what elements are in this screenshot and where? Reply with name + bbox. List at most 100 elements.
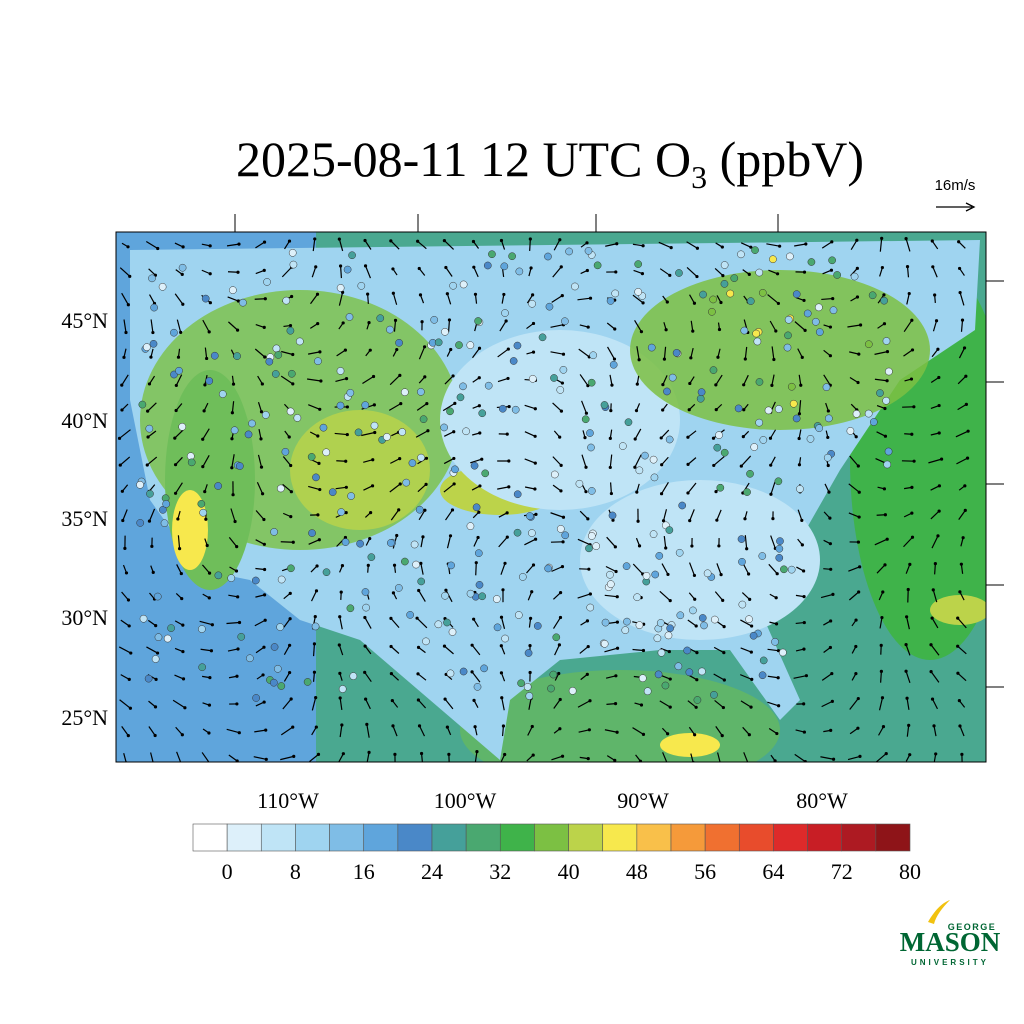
station [771,637,779,646]
wind-arrow-head [209,649,214,653]
station [441,591,449,600]
station [248,419,256,428]
wind-arrow [849,698,859,710]
station [586,603,595,612]
station [434,338,443,347]
wind-arrow-head [584,465,588,469]
wind-arrow [928,458,942,464]
wind-arrow-head [857,352,861,356]
station [406,611,414,619]
wind-arrow-head [344,485,348,489]
wind-arrow-head [127,624,131,628]
wind-arrow-head [174,408,178,413]
wind-arrow-head [716,355,720,359]
wind-arrow [148,294,156,304]
wind-arrow [744,346,748,360]
wind-arrow-head [366,563,370,567]
station [784,315,793,324]
station [685,668,694,677]
station [885,367,893,376]
wind-arrow-head [473,725,477,729]
wind-arrow-head [775,731,779,736]
station [587,532,596,540]
wind-arrow [716,563,722,575]
wind-arrow [847,324,861,328]
wind-arrow [283,672,291,682]
wind-arrow-head [799,383,803,387]
station [759,436,768,444]
wind-arrow-head [262,268,266,273]
station [239,298,247,307]
wind-arrow-head [147,382,152,386]
wind-arrow [338,292,344,306]
wind-arrow-head [666,572,670,577]
wind-arrow-head [416,239,420,243]
wind-arrow-head [958,724,962,728]
station [470,461,479,470]
station [466,522,475,531]
wind-arrow-head [714,490,718,494]
colorbar-label: 24 [421,859,443,884]
wind-arrow [609,374,613,386]
wind-arrow [416,617,428,629]
wind-arrow-head [399,402,403,406]
station [586,429,594,437]
wind-arrow-head [720,245,724,249]
wind-arrow [930,485,940,491]
station [710,615,719,624]
wind-arrow [957,375,967,385]
wind-arrow [417,673,427,681]
station [509,357,518,365]
wind-arrow [957,617,967,629]
wind-arrow-head [389,644,393,649]
wind-arrow [280,726,294,736]
wind-arrow-head [147,519,152,523]
wind-arrow-head [797,412,802,416]
wind-arrow [500,617,506,629]
wind-arrow [632,294,644,304]
wind-arrow-head [126,598,131,602]
wind-arrow-head [748,597,752,601]
wind-arrow [497,377,509,383]
station [138,400,147,409]
station [545,302,554,311]
wind-arrow [689,294,695,304]
wind-arrow-head [661,383,665,387]
wind-arrow-head [531,293,535,297]
wind-arrow-head [828,516,832,520]
wind-arrow [956,457,968,465]
wind-arrow-head [263,618,267,622]
wind-arrow-head [533,461,537,465]
wind-arrow-head [686,462,690,466]
wind-arrow [524,431,536,437]
wind-arrow-head [289,697,293,701]
wind-arrow-head [741,435,745,439]
wind-arrow-head [391,267,395,271]
wind-arrow [553,239,561,251]
wind-arrow-head [445,292,449,296]
station [699,290,707,299]
wind-arrow-head [343,535,348,540]
wind-arrow-head [478,484,482,488]
wind-arrow-head [264,728,268,732]
wind-arrow-head [855,295,860,299]
wind-arrow [716,509,722,521]
wind-arrow-head [884,751,888,756]
wind-arrow-head [261,673,265,677]
wind-arrow-head [615,646,620,650]
station [655,552,664,560]
wind-arrow-head [235,759,239,762]
wind-arrow [793,675,807,679]
wind-arrow [202,428,210,440]
wind-arrow-head [452,482,456,486]
wind-arrow [199,620,213,626]
wind-arrow-head [956,671,960,675]
wind-arrow [417,240,427,250]
wind-arrow-head [882,322,887,326]
station [251,576,260,585]
wind-arrow-head [180,596,184,601]
wind-arrow-head [772,357,776,362]
wind-arrow [874,351,888,355]
station [833,271,841,279]
